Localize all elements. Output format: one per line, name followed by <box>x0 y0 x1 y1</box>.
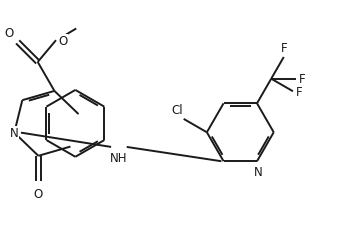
Text: N: N <box>254 165 262 178</box>
Text: F: F <box>296 85 303 98</box>
Text: N: N <box>10 127 19 140</box>
Text: O: O <box>5 26 14 39</box>
Text: F: F <box>280 42 287 55</box>
Text: NH: NH <box>110 152 128 165</box>
Text: F: F <box>299 73 306 86</box>
Text: O: O <box>34 187 43 200</box>
Text: Cl: Cl <box>171 103 183 116</box>
Text: O: O <box>59 34 68 48</box>
